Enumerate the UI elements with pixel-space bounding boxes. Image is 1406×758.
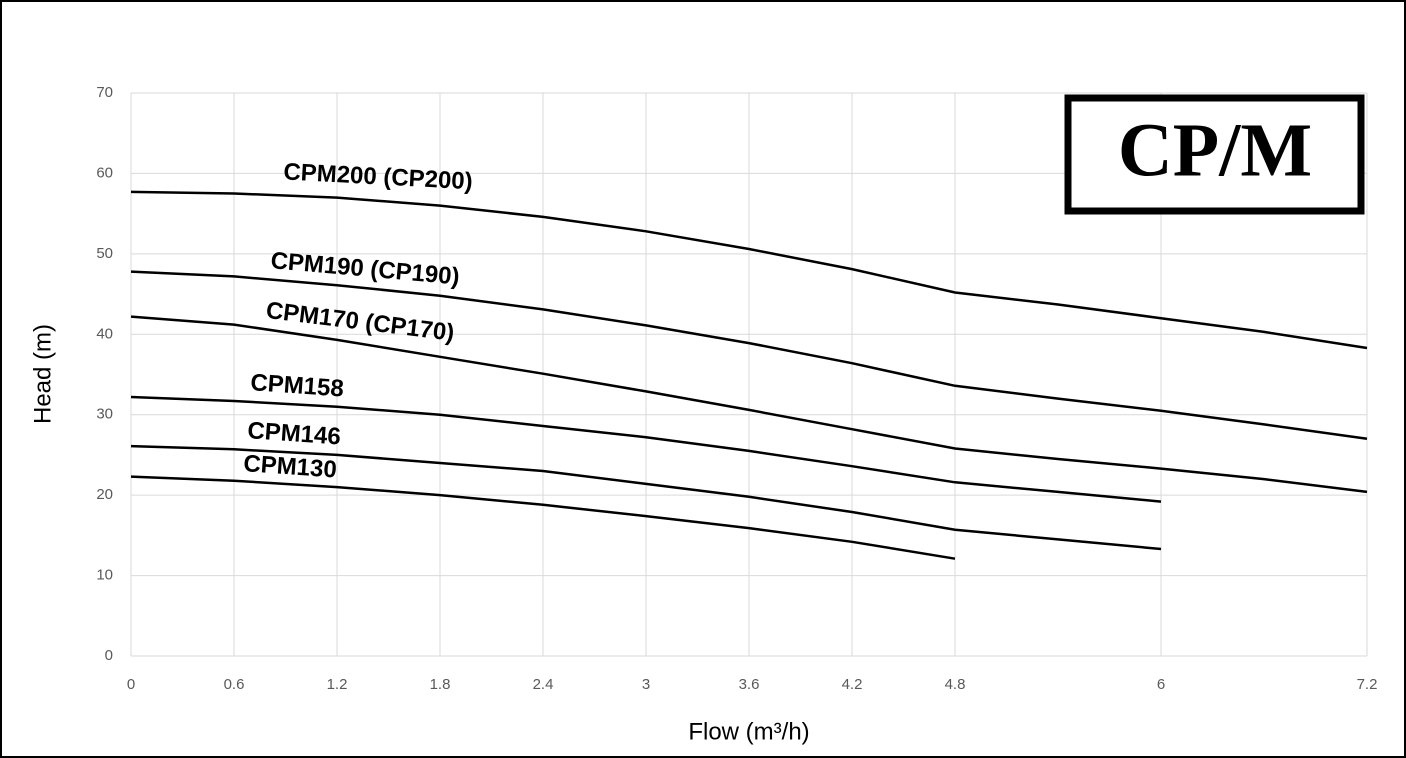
x-tick-label: 3.6 — [739, 676, 760, 693]
series-label: CPM130 — [243, 450, 338, 483]
y-tick-label: 30 — [96, 406, 113, 423]
badge: CP/M — [1118, 108, 1312, 192]
series-line — [130, 270, 1368, 441]
series-line — [130, 315, 1368, 494]
x-tick-label: 3 — [642, 676, 650, 693]
x-tick-label: 0 — [127, 676, 135, 693]
x-tick-label: 4.2 — [842, 676, 863, 693]
y-tick-label: 70 — [96, 84, 113, 101]
y-tick-label: 10 — [96, 567, 113, 584]
y-axis-title: Head (m) — [29, 324, 56, 424]
y-tick-label: 50 — [96, 245, 113, 262]
y-tick-label: 0 — [105, 647, 113, 664]
x-axis-title: Flow (m³/h) — [688, 718, 809, 745]
series-line — [130, 475, 956, 560]
series-label: CPM146 — [247, 417, 342, 450]
series-line — [130, 190, 1368, 350]
x-tick-label: 2.4 — [533, 676, 554, 693]
series-line — [130, 444, 1162, 551]
series-line — [130, 395, 1162, 503]
x-tick-label: 7.2 — [1357, 676, 1378, 693]
badge-box — [1064, 94, 1365, 215]
y-tick-label: 60 — [96, 164, 113, 181]
x-tick-label: 6 — [1157, 676, 1165, 693]
series-label: CPM158 — [250, 369, 345, 402]
x-tick-label: 1.2 — [327, 676, 348, 693]
x-tick-label: 1.8 — [430, 676, 451, 693]
x-tick-label: 0.6 — [224, 676, 245, 693]
x-tick-label: 4.8 — [945, 676, 966, 693]
y-tick-label: 40 — [96, 325, 113, 342]
y-tick-label: 20 — [96, 486, 113, 503]
